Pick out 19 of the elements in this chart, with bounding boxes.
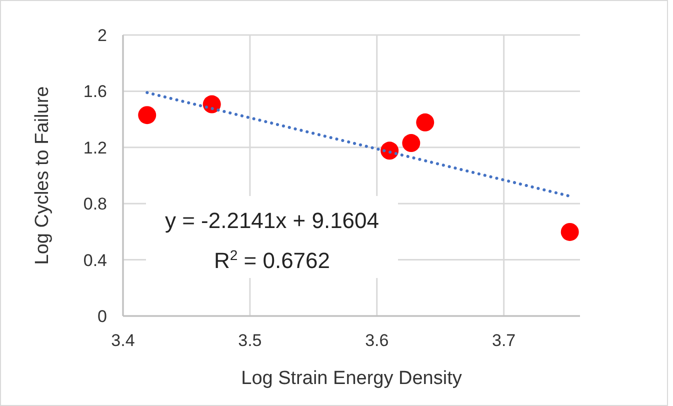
y-axis-title: Log Cycles to Failure [32, 86, 53, 265]
y-tick-label: 1.2 [83, 138, 107, 158]
y-tick-label: 2 [98, 26, 107, 45]
point [402, 134, 420, 152]
y-tick-label: 1.6 [83, 82, 107, 102]
x-tick-label: 3.7 [492, 331, 516, 350]
y-tick-label: 0.8 [83, 194, 107, 214]
x-tick-label: 3.5 [238, 331, 262, 350]
point [202, 95, 221, 114]
y-tick-label: 0 [98, 306, 107, 326]
point [560, 222, 579, 241]
annotation: y = -2.2141x + 9.1604 R$^{2}$ = 0.6762 [164, 208, 380, 273]
point [380, 142, 399, 160]
point [138, 106, 156, 124]
x-tick-label: 3.4 [111, 331, 135, 350]
x-axis-title: Log Strain Energy Density [241, 368, 462, 389]
x-tick-label: 3.6 [365, 331, 389, 350]
point [416, 113, 434, 132]
y-tick-label: 0.4 [83, 250, 107, 270]
